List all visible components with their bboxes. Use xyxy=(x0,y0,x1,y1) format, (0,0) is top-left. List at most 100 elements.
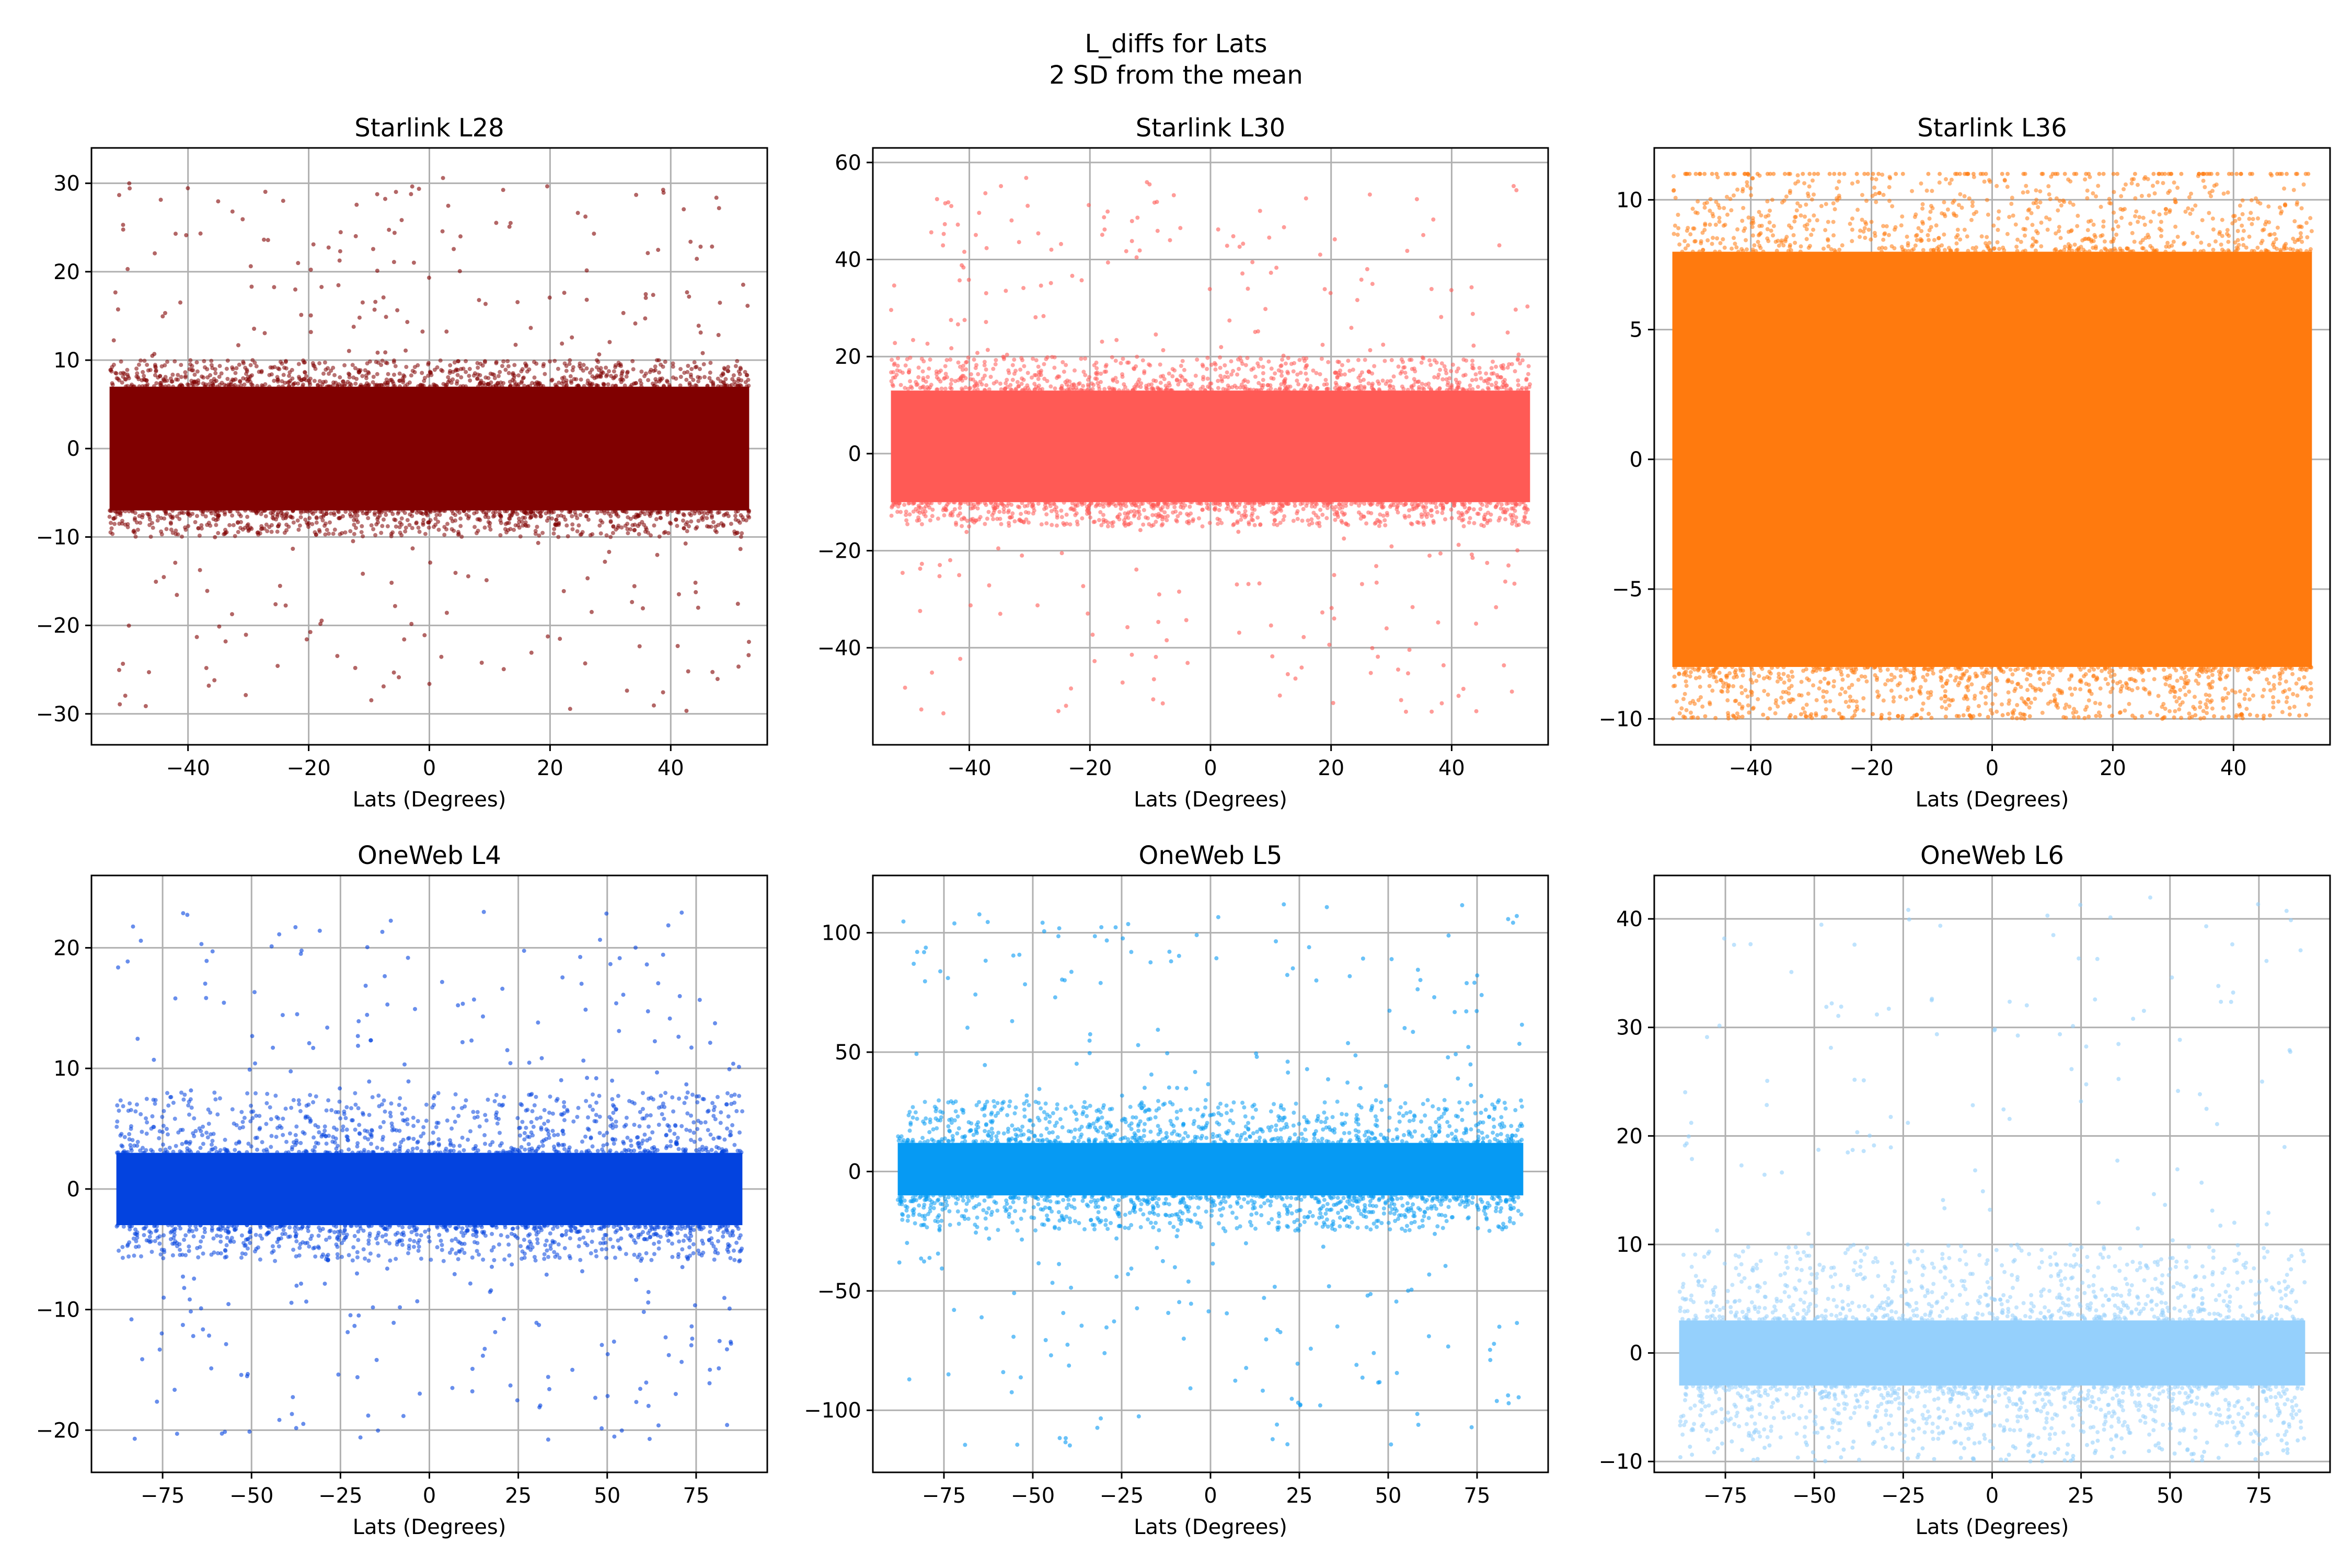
scatter-point xyxy=(308,330,313,335)
scatter-point xyxy=(1936,249,1941,253)
scatter-point xyxy=(254,364,259,368)
scatter-point xyxy=(2110,686,2115,691)
scatter-point xyxy=(1159,387,1163,392)
scatter-point xyxy=(535,525,539,529)
scatter-point xyxy=(991,366,996,371)
scatter-point xyxy=(1308,384,1313,388)
scatter-point xyxy=(429,373,434,377)
scatter-point xyxy=(1918,685,1923,689)
scatter-point xyxy=(391,260,396,264)
scatter-point xyxy=(2005,185,2010,189)
scatter-point xyxy=(1445,500,1449,505)
scatter-point xyxy=(2173,689,2177,694)
scatter-point xyxy=(108,530,113,535)
scatter-point xyxy=(630,359,635,363)
scatter-point xyxy=(1936,236,1941,240)
scatter-point xyxy=(1735,187,1740,192)
scatter-point xyxy=(2182,670,2187,675)
scatter-point xyxy=(1942,248,1947,252)
scatter-point xyxy=(1952,199,1957,203)
scatter-point xyxy=(510,378,515,383)
scatter-point xyxy=(2268,232,2273,237)
scatter-point xyxy=(1831,233,1836,238)
scatter-point xyxy=(1140,501,1145,506)
scatter-point xyxy=(1684,708,1689,712)
scatter-point xyxy=(1521,500,1526,504)
scatter-point xyxy=(2275,247,2279,251)
scatter-point xyxy=(1690,665,1694,670)
y-tick-label: 10 xyxy=(53,349,80,373)
scatter-point xyxy=(147,517,152,522)
scatter-point xyxy=(1979,665,1984,670)
scatter-point xyxy=(717,206,721,211)
scatter-point xyxy=(511,509,515,513)
scatter-point xyxy=(1688,232,1693,237)
scatter-point xyxy=(1419,360,1424,365)
scatter-point xyxy=(248,363,253,367)
scatter-point xyxy=(312,378,317,383)
scatter-point xyxy=(2225,228,2230,233)
scatter-point xyxy=(2089,691,2094,696)
scatter-point xyxy=(1508,513,1513,517)
scatter-point xyxy=(2118,207,2123,211)
scatter-point xyxy=(2089,665,2094,670)
scatter-point xyxy=(1861,696,1866,700)
scatter-point xyxy=(327,384,332,389)
scatter-point xyxy=(693,580,698,585)
scatter-point xyxy=(1484,371,1489,376)
scatter-point xyxy=(1468,516,1472,521)
scatter-point xyxy=(455,373,460,377)
scatter-point xyxy=(532,375,537,380)
scatter-point xyxy=(999,387,1004,391)
scatter-point xyxy=(1007,521,1011,525)
scatter-point xyxy=(1157,592,1161,597)
scatter-point xyxy=(1858,235,1862,239)
scatter-point xyxy=(2300,685,2305,689)
scatter-point xyxy=(1456,694,1461,698)
scatter-point xyxy=(919,522,924,526)
scatter-point xyxy=(1273,518,1277,522)
scatter-point xyxy=(263,190,268,194)
scatter-point xyxy=(174,377,179,382)
scatter-point xyxy=(133,511,137,515)
scatter-point xyxy=(192,379,197,384)
scatter-point xyxy=(405,518,410,523)
scatter-point xyxy=(943,386,948,391)
scatter-point xyxy=(1413,500,1417,505)
scatter-point xyxy=(2214,182,2219,187)
scatter-point xyxy=(678,367,683,372)
scatter-point xyxy=(1840,677,1845,682)
scatter-point xyxy=(1012,358,1017,362)
scatter-point xyxy=(1697,249,1702,254)
scatter-point xyxy=(1703,223,1708,227)
scatter-point xyxy=(1081,384,1086,388)
scatter-point xyxy=(339,383,344,388)
scatter-point xyxy=(688,372,693,377)
scatter-point xyxy=(1927,228,1932,233)
scatter-point xyxy=(1818,679,1823,684)
scatter-point xyxy=(456,359,460,364)
scatter-point xyxy=(427,682,432,686)
scatter-point xyxy=(952,500,957,505)
scatter-point xyxy=(1010,363,1015,367)
scatter-point xyxy=(183,375,188,380)
scatter-point xyxy=(2148,710,2152,715)
scatter-point xyxy=(686,364,690,368)
scatter-point xyxy=(1967,665,1972,670)
scatter-point xyxy=(409,192,413,197)
scatter-point xyxy=(410,546,415,551)
scatter-point xyxy=(1990,701,1995,706)
scatter-point xyxy=(1230,385,1235,389)
scatter-point xyxy=(475,510,479,514)
scatter-point xyxy=(1148,363,1152,368)
scatter-point xyxy=(2060,665,2065,670)
scatter-point xyxy=(154,381,159,386)
scatter-point xyxy=(194,360,199,365)
scatter-point xyxy=(1826,237,1830,241)
scatter-point xyxy=(1883,682,1888,687)
scatter-point xyxy=(534,514,538,519)
scatter-point xyxy=(1025,371,1030,375)
scatter-point xyxy=(1402,514,1407,518)
scatter-point xyxy=(410,184,414,189)
